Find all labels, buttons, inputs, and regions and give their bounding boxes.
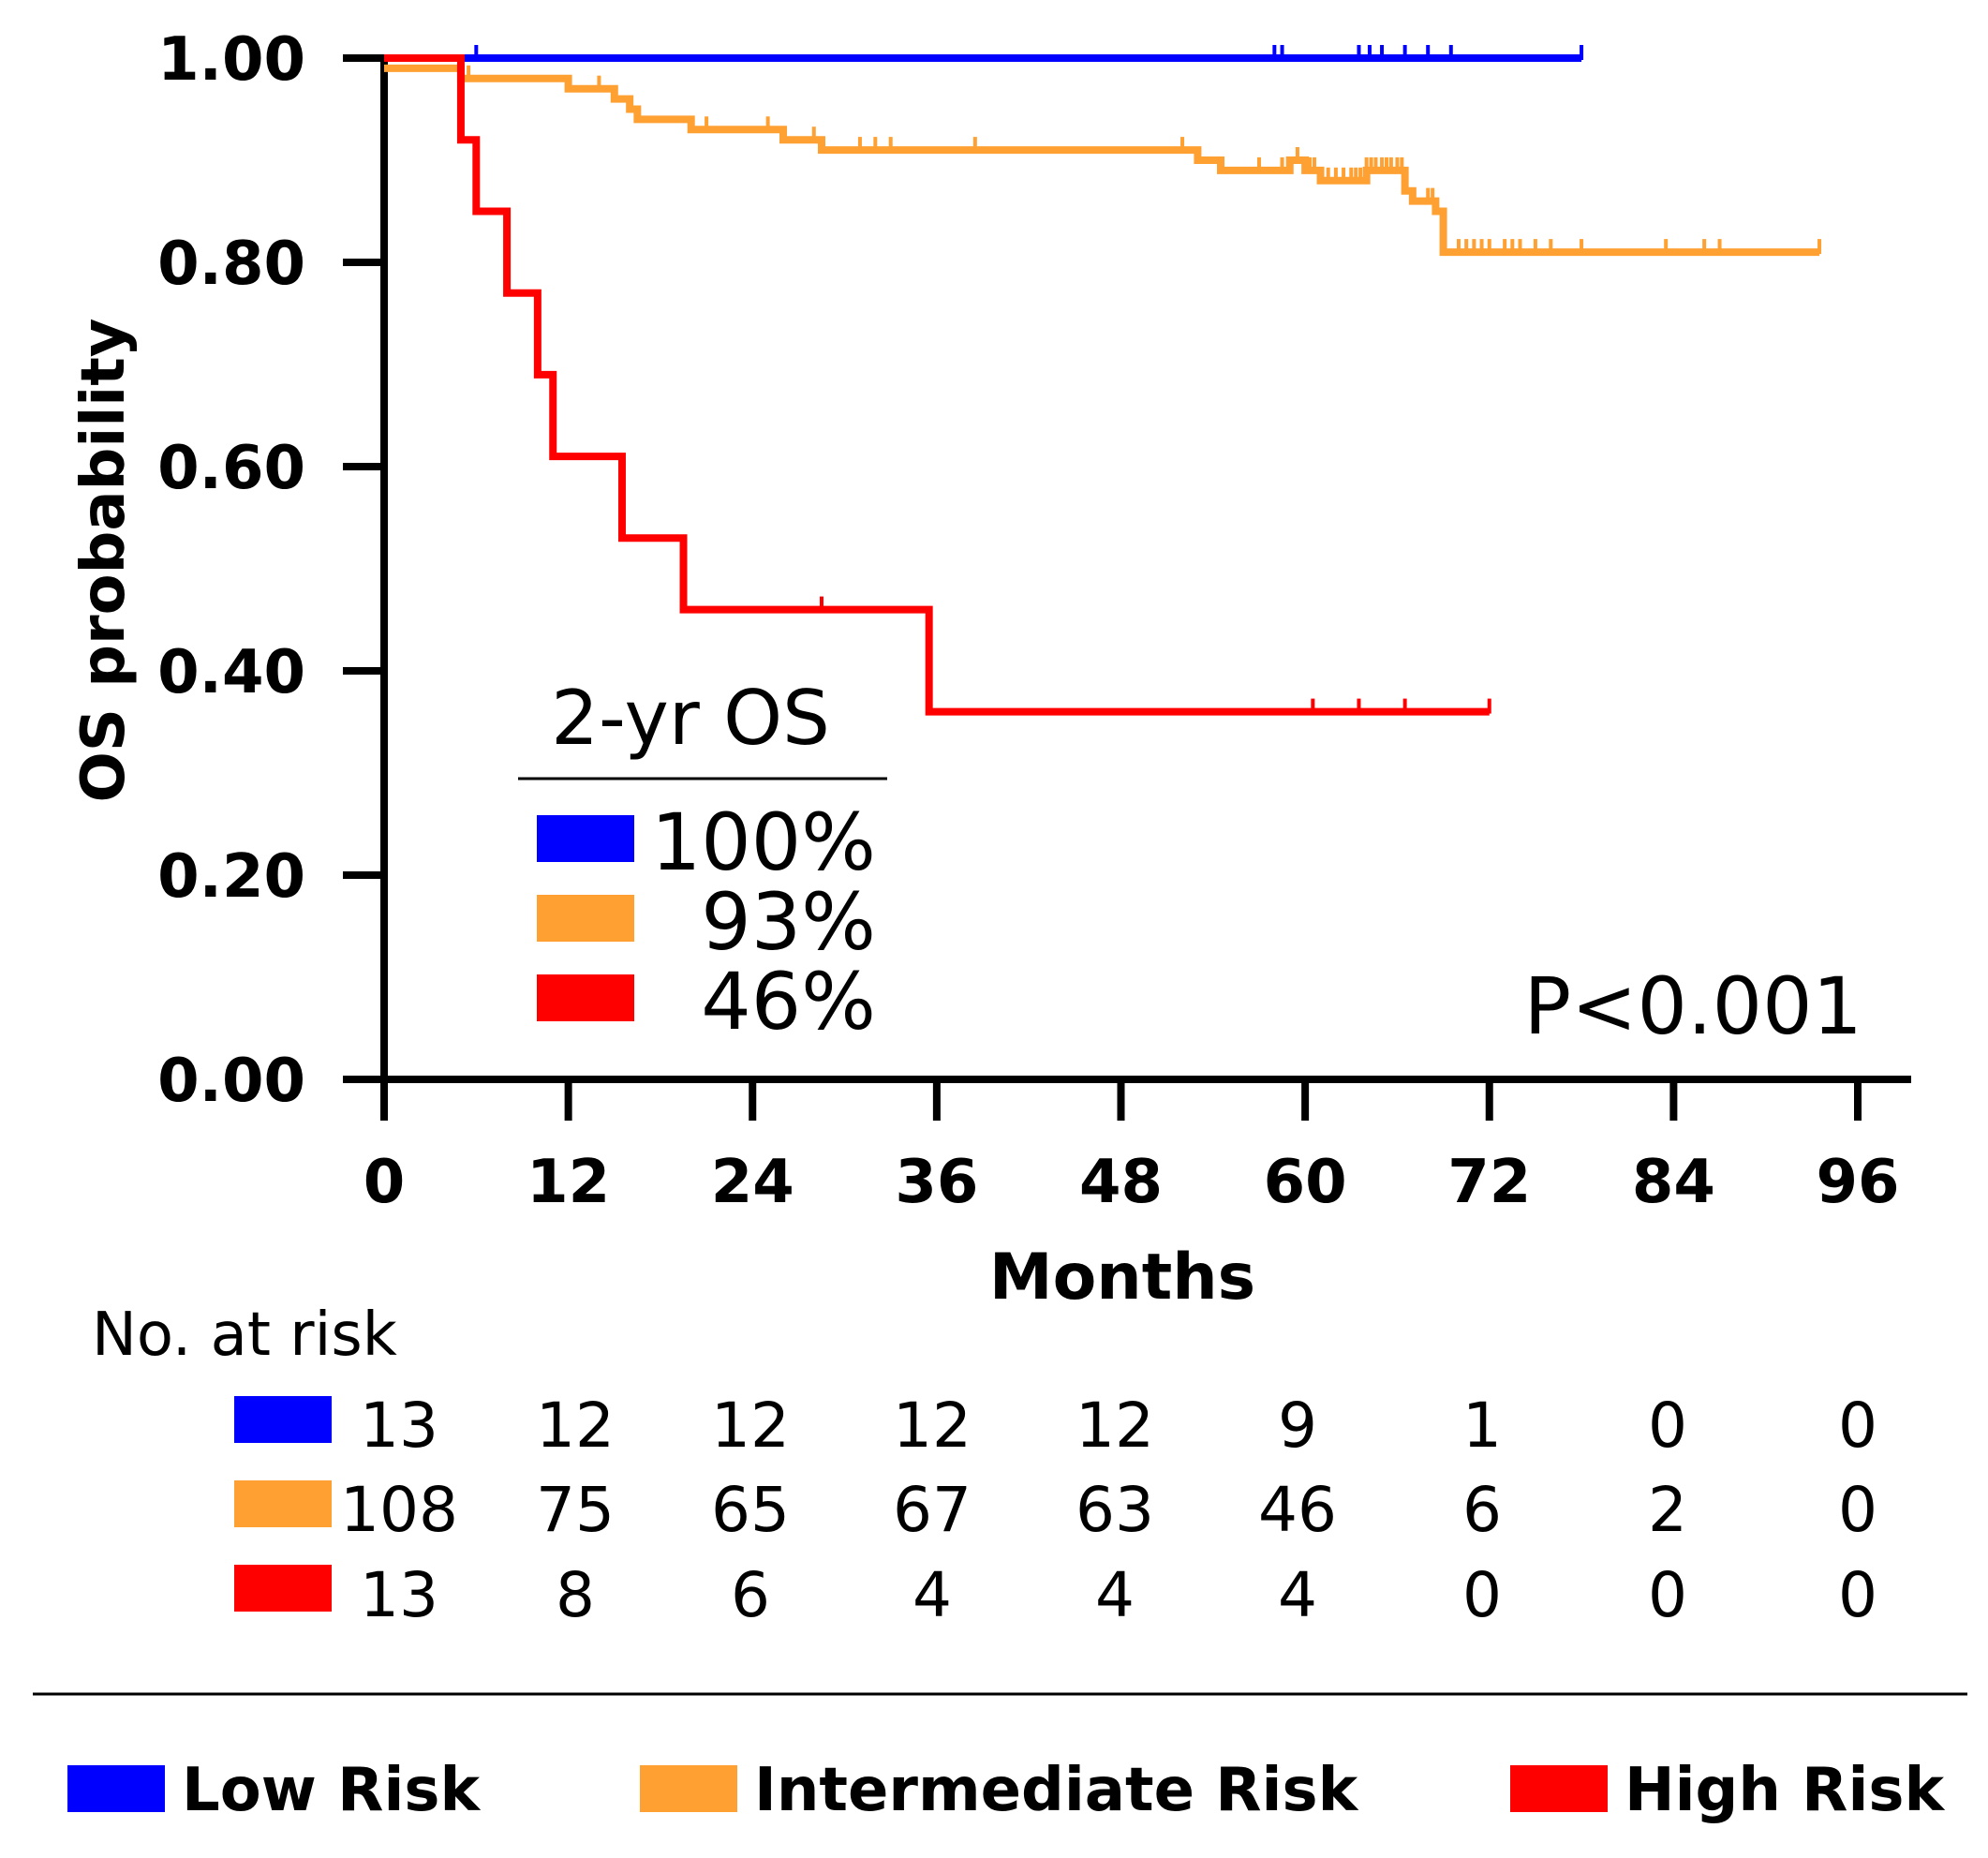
- risk-table-cell: 9: [1278, 1390, 1317, 1462]
- risk-table-cell: 65: [711, 1474, 790, 1546]
- risk-table-title: No. at risk: [92, 1301, 397, 1370]
- risk-table-cell: 12: [536, 1390, 615, 1462]
- x-tick-label: 36: [895, 1148, 978, 1217]
- x-tick-label: 96: [1816, 1148, 1899, 1217]
- risk-table-cell: 6: [1462, 1474, 1502, 1546]
- risk-table-cell: 0: [1838, 1559, 1877, 1631]
- y-tick-label: 0.40: [157, 638, 305, 707]
- legend-swatch-intermediate: [640, 1765, 737, 1812]
- risk-table-cell: 0: [1838, 1390, 1877, 1462]
- y-tick-label: 0.80: [157, 230, 305, 299]
- curve-high: [384, 54, 1490, 716]
- risk-table-cell: 108: [340, 1474, 458, 1546]
- x-tick-label: 0: [363, 1148, 406, 1217]
- risk-table-cell: 2: [1648, 1474, 1687, 1546]
- inset-legend-value-low: 100%: [651, 796, 876, 888]
- risk-table-swatch-intermediate: [234, 1480, 332, 1527]
- risk-table-cell: 0: [1648, 1390, 1687, 1462]
- risk-table-cell: 13: [360, 1390, 438, 1462]
- inset-legend-swatch-intermediate: [537, 895, 634, 942]
- risk-table-cell: 67: [893, 1474, 972, 1546]
- x-tick-label: 24: [711, 1148, 794, 1217]
- p-value-annotation: P<0.001: [1523, 960, 1862, 1052]
- legend-swatch-high: [1510, 1765, 1608, 1812]
- risk-table-values: 13 12 12 12 12 9 1 0 0 108 75 65 67 63 46 6 2 0 13 8 6 4 4 4 0 0 0: [340, 1390, 1877, 1631]
- risk-table-cell: 46: [1258, 1474, 1337, 1546]
- legend-label-high: High Risk: [1625, 1756, 1945, 1825]
- risk-table-cell: 75: [536, 1474, 615, 1546]
- y-tick-label: 0.20: [157, 842, 305, 912]
- risk-table-cell: 1: [1462, 1390, 1502, 1462]
- y-tick-label: 0.00: [157, 1047, 305, 1116]
- legend-label-low: Low Risk: [182, 1756, 481, 1825]
- x-ticks: 0 12 24 36 48 60 72 84 96: [363, 1079, 1900, 1217]
- y-tick-label: 0.60: [157, 434, 305, 503]
- risk-table-cell: 8: [556, 1559, 595, 1631]
- survival-curves: [384, 45, 1822, 716]
- curve-intermediate: [384, 64, 1820, 257]
- y-tick-label: 1.00: [157, 25, 305, 95]
- risk-table-cell: 0: [1838, 1474, 1877, 1546]
- risk-table-cell: 12: [1076, 1390, 1154, 1462]
- inset-legend-value-high: 46%: [701, 956, 876, 1048]
- inset-legend-title: 2-yr OS: [551, 675, 830, 762]
- x-tick-label: 48: [1079, 1148, 1163, 1217]
- inset-legend-swatch-high: [537, 974, 634, 1021]
- x-tick-label: 60: [1264, 1148, 1347, 1217]
- risk-table-cell: 4: [1278, 1559, 1317, 1631]
- x-axis-label: Months: [989, 1241, 1255, 1315]
- inset-legend-swatch-low: [537, 815, 634, 862]
- x-tick-label: 12: [527, 1148, 610, 1217]
- risk-table-cell: 4: [912, 1559, 952, 1631]
- y-ticks: 0.00 0.20 0.40 0.60 0.80 1.00: [157, 25, 384, 1116]
- risk-table-cell: 4: [1095, 1559, 1135, 1631]
- risk-table-cell: 63: [1076, 1474, 1154, 1546]
- risk-table-swatch-low: [234, 1396, 332, 1443]
- x-tick-label: 72: [1447, 1148, 1531, 1217]
- inset-legend-value-intermediate: 93%: [701, 876, 876, 968]
- legend-label-intermediate: Intermediate Risk: [754, 1756, 1359, 1825]
- risk-table-cell: 0: [1462, 1559, 1502, 1631]
- risk-table-cell: 12: [711, 1390, 790, 1462]
- risk-table-cell: 12: [893, 1390, 972, 1462]
- risk-table-swatch-high: [234, 1565, 332, 1612]
- risk-table-cell: 6: [731, 1559, 770, 1631]
- y-axis-label: OS probability: [69, 318, 139, 802]
- legend-swatch-low: [67, 1765, 165, 1812]
- x-tick-label: 84: [1632, 1148, 1715, 1217]
- risk-table-cell: 13: [360, 1559, 438, 1631]
- risk-table-cell: 0: [1648, 1559, 1687, 1631]
